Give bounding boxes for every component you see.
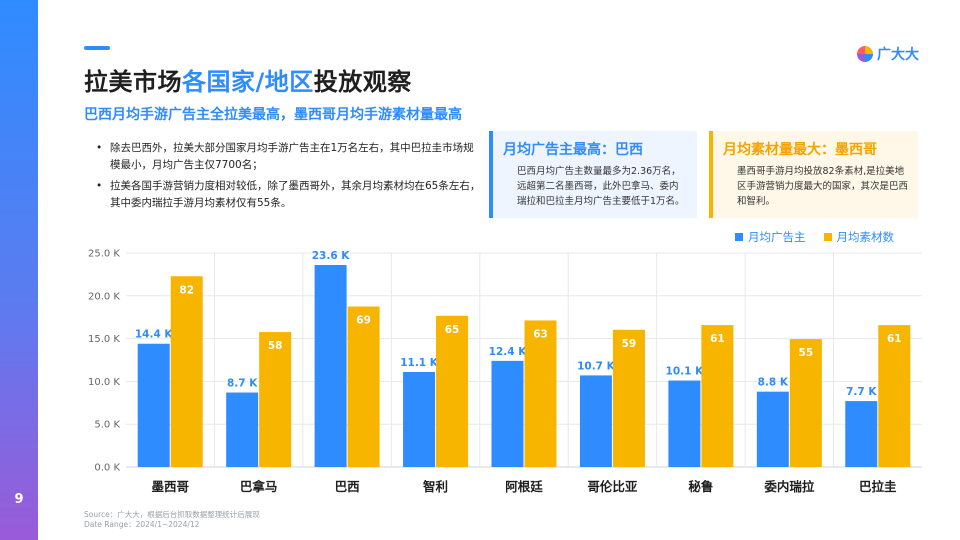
bar-creatives [878, 325, 911, 467]
bar-creatives [612, 329, 645, 467]
data-label-creatives: 63 [533, 328, 548, 340]
advertisers-highlight-card: 月均广告主最高：巴西 巴西月均广告主数量最多为2.36万名，远超第二名墨西哥，此… [489, 131, 697, 218]
legend-label-creatives: 月均素材数 [836, 230, 895, 244]
bar-advertisers [579, 375, 612, 467]
y-tick-label: 10.0 K [88, 377, 120, 388]
brand-logo: 广大大 [856, 44, 919, 64]
data-label-advertisers: 14.4 K [135, 329, 174, 341]
bar-creatives [170, 276, 203, 467]
bar-creatives [789, 339, 822, 467]
x-category-label: 秘鲁 [688, 479, 713, 494]
creatives-highlight-card: 月均素材量最大：墨西哥 墨西哥手游月均投放82条素材,是拉美地区手游营销力度最大… [709, 131, 918, 218]
y-tick-label: 20.0 K [88, 291, 120, 302]
bar-advertisers [756, 391, 789, 467]
data-label-creatives: 65 [445, 324, 460, 336]
data-label-advertisers: 10.1 K [666, 366, 705, 378]
x-category-label: 哥伦比亚 [587, 479, 638, 494]
bar-creatives [701, 325, 734, 467]
bar-advertisers [137, 343, 170, 467]
logo-mark-icon [857, 46, 873, 62]
y-tick-label: 5.0 K [94, 420, 120, 431]
insight-bullets: 除去巴西外，拉美大部分国家月均手游广告主在1万名左右，其中巴拉圭市场规模最小，月… [96, 140, 484, 216]
bar-advertisers [845, 401, 878, 467]
card-title: 月均广告主最高：巴西 [503, 142, 643, 158]
legend-swatch-advertisers [735, 233, 743, 241]
data-label-advertisers: 11.1 K [400, 357, 439, 369]
data-label-creatives: 59 [622, 338, 637, 350]
page-subtitle: 巴西月均手游广告主全拉美最高，墨西哥月均手游素材量最高 [84, 107, 462, 123]
data-label-creatives: 82 [179, 284, 194, 296]
bullet-item: 除去巴西外，拉美大部分国家月均手游广告主在1万名左右，其中巴拉圭市场规模最小，月… [96, 140, 484, 173]
x-category-label: 委内瑞拉 [763, 479, 815, 494]
card-body: 巴西月均广告主数量最多为2.36万名，远超第二名墨西哥，此外巴拿马、委内瑞拉和巴… [517, 166, 685, 207]
x-category-label: 巴拉圭 [859, 479, 897, 494]
data-label-advertisers: 23.6 K [312, 250, 351, 262]
bar-advertisers [314, 264, 347, 467]
title-main: 拉美市场 [84, 68, 182, 96]
source-text: Source：广大大，根据后台抓取数据整理统计后展现 [84, 510, 260, 519]
bar-advertisers [226, 392, 259, 467]
logo-text: 广大大 [877, 47, 919, 63]
title-accent-line [84, 46, 110, 50]
data-label-advertisers: 10.7 K [577, 360, 616, 372]
data-label-creatives: 69 [356, 315, 371, 327]
bar-creatives [524, 320, 557, 467]
bar-advertisers [491, 360, 524, 467]
legend-label-advertisers: 月均广告主 [748, 230, 806, 244]
data-label-advertisers: 8.8 K [758, 377, 789, 389]
data-label-advertisers: 12.4 K [489, 346, 528, 358]
y-tick-label: 25.0 K [88, 249, 120, 260]
x-category-label: 智利 [422, 479, 448, 494]
data-label-creatives: 55 [799, 347, 814, 359]
bar-advertisers [403, 371, 436, 467]
bar-creatives [347, 306, 380, 467]
data-label-advertisers: 7.7 K [846, 386, 877, 398]
legend-item-creatives: 月均素材数 [823, 229, 895, 245]
x-category-label: 巴西 [335, 479, 360, 494]
x-category-label: 阿根廷 [505, 479, 543, 494]
title-highlight: 各国家/地区 [182, 68, 314, 96]
x-category-label: 巴拿马 [240, 479, 278, 494]
x-category-label: 墨西哥 [151, 479, 189, 494]
page-number: 9 [14, 492, 24, 507]
data-label-advertisers: 8.7 K [227, 378, 258, 390]
y-tick-label: 0.0 K [94, 463, 120, 474]
y-tick-label: 15.0 K [88, 334, 120, 345]
date-range-text: Date Range：2024/1~2024/12 [84, 520, 200, 529]
legend-item-advertisers: 月均广告主 [735, 229, 806, 245]
bar-creatives [259, 332, 292, 467]
card-title: 月均素材量最大：墨西哥 [723, 142, 877, 158]
bar-advertisers [668, 380, 701, 467]
card-body: 墨西哥手游月均投放82条素材,是拉美地区手游营销力度最大的国家，其次是巴西和智利… [737, 166, 909, 207]
bullet-item: 拉美各国手游营销力度相对较低，除了墨西哥外，其余月均素材均在65条左右，其中委内… [96, 178, 484, 211]
data-label-creatives: 58 [268, 340, 283, 352]
data-label-creatives: 61 [710, 333, 725, 345]
title-tail: 投放观察 [313, 68, 412, 96]
source-note: Source：广大大，根据后台抓取数据整理统计后展现 Date Range：20… [84, 510, 260, 530]
data-label-creatives: 61 [887, 333, 902, 345]
bar-creatives [436, 315, 469, 467]
page-title: 拉美市场各国家/地区投放观察 [84, 62, 412, 97]
side-accent-bar [0, 0, 38, 540]
legend-swatch-creatives [823, 233, 832, 241]
chart-legend: 月均广告主 月均素材数 [735, 229, 894, 245]
